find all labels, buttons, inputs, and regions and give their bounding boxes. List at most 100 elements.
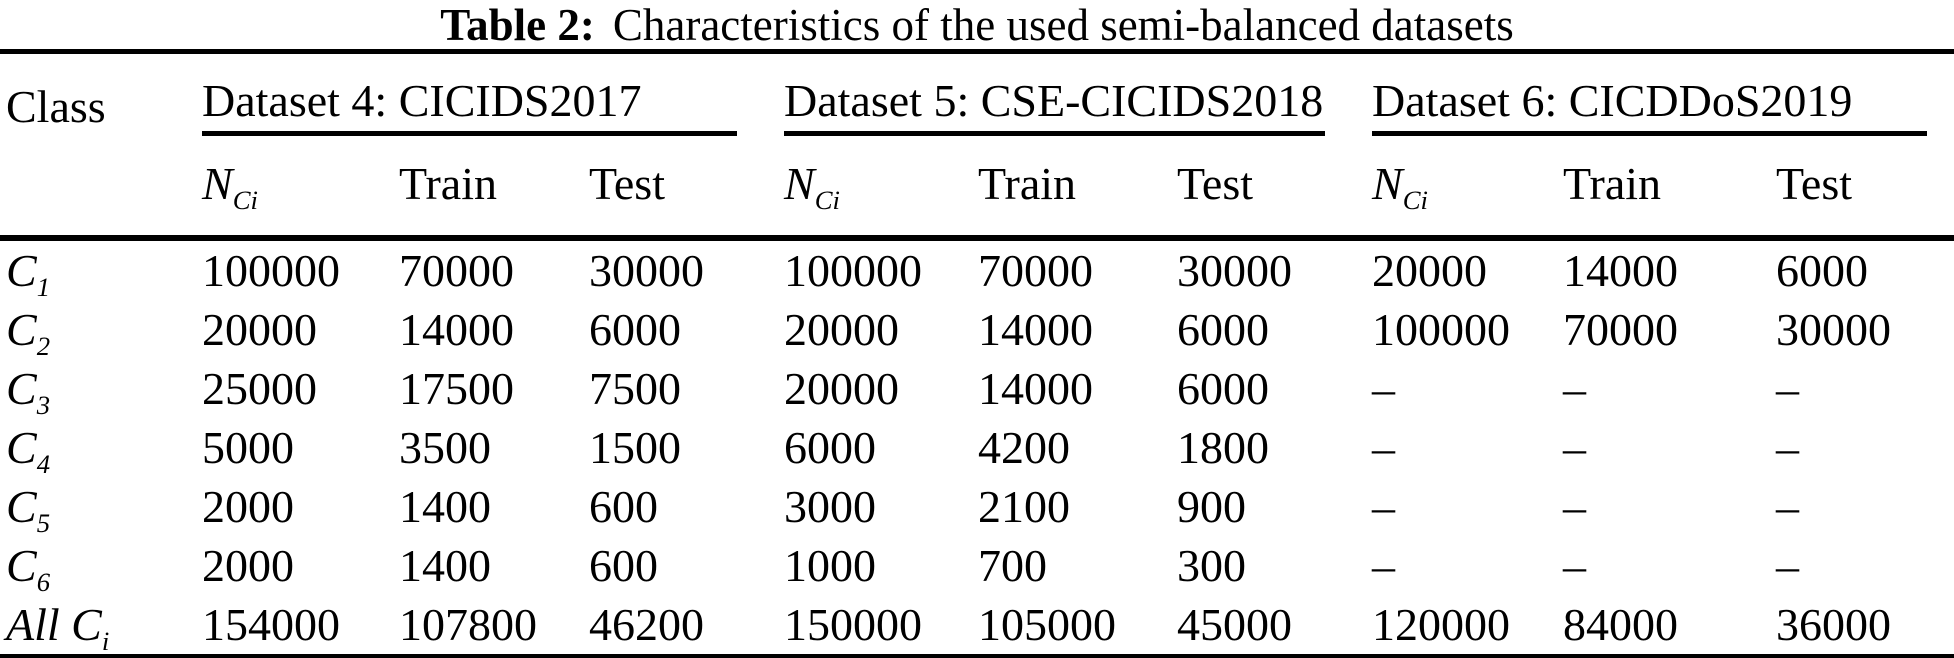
table-cell: 70000 [1563, 304, 1679, 355]
row-label: All Ci [6, 599, 110, 657]
group-header-dataset6-title: Dataset 6: CICDDoS2019 [1372, 75, 1853, 126]
table-row-c6: C6 2000 1400 600 1000 700 300 – – – [0, 536, 1954, 598]
cmidrule-dataset6 [1372, 131, 1928, 136]
subheader-nci: NCi [784, 136, 978, 238]
row-label: C6 [6, 540, 51, 598]
table-cell: – [1372, 363, 1396, 414]
subheader-row: NCi Train Test NCi Train Test NCi Train … [0, 136, 1954, 238]
table-cell: – [1372, 481, 1396, 532]
table-caption-label: Table 2: [440, 0, 595, 50]
cmidrule-dataset4 [202, 131, 738, 136]
table-cell: 6000 [1177, 363, 1270, 414]
table-cell: – [1776, 540, 1800, 591]
table-cell: 900 [1177, 481, 1247, 532]
table-cell: 3500 [399, 422, 491, 473]
subheader-test: Test [1177, 158, 1254, 209]
table-cell: – [1563, 363, 1587, 414]
table-cell: 6000 [589, 304, 681, 355]
column-header-class: Class [6, 81, 106, 132]
subheader-train: Train [978, 158, 1077, 209]
table-cell: 6000 [784, 422, 877, 473]
table-cell: 100000 [202, 245, 340, 296]
table-cell: 3000 [784, 481, 877, 532]
table-cell: 600 [589, 540, 658, 591]
table-cell: – [1563, 422, 1587, 473]
table-cell: 45000 [1177, 599, 1293, 650]
subheader-train: Train [1563, 158, 1662, 209]
table-cell: 46200 [589, 599, 704, 650]
table-cell: 2000 [202, 481, 294, 532]
table-cell: – [1372, 540, 1396, 591]
subheader-n-symbol: N [1372, 158, 1403, 209]
table-cell: – [1372, 422, 1396, 473]
table-cell: 7500 [589, 363, 681, 414]
table-row-c5: C5 2000 1400 600 3000 2100 900 – – – [0, 477, 1954, 539]
table-row-c4: C4 5000 3500 1500 6000 4200 1800 – – – [0, 418, 1954, 480]
table-cell: 1000 [784, 540, 877, 591]
subheader-n-subscript: Ci [232, 185, 258, 216]
group-header-dataset5: Dataset 5: CSE-CICIDS2018 [784, 52, 1372, 136]
table-row-all: All Ci 154000 107800 46200 150000 105000… [0, 595, 1954, 657]
group-header-dataset5-title: Dataset 5: CSE-CICIDS2018 [784, 75, 1324, 126]
table-row-c1: C1 100000 70000 30000 100000 70000 30000… [0, 238, 1954, 303]
table-cell: – [1563, 540, 1587, 591]
row-label: C4 [6, 422, 51, 480]
table-cell: 30000 [589, 245, 704, 296]
subheader-n-symbol: N [202, 158, 233, 209]
datasets-table: Class Dataset 4: CICIDS2017 Dataset 5: C… [0, 49, 1954, 658]
subheader-n-subscript: Ci [1402, 185, 1428, 216]
cmidrule-dataset5 [784, 131, 1326, 136]
table-cell: 20000 [784, 363, 900, 414]
subheader-n-symbol: N [784, 158, 815, 209]
group-header-dataset6: Dataset 6: CICDDoS2019 [1372, 52, 1954, 136]
row-label: C3 [6, 363, 51, 421]
table-caption: Table 2: Characteristics of the used semi… [0, 0, 1954, 50]
table-cell: 120000 [1372, 599, 1511, 650]
table-cell: 14000 [978, 304, 1094, 355]
table-cell: – [1776, 363, 1800, 414]
table-cell: 25000 [202, 363, 317, 414]
table-cell: 4200 [978, 422, 1071, 473]
table-cell: 100000 [784, 245, 923, 296]
subheader-nci: NCi [202, 136, 399, 238]
group-header-dataset4: Dataset 4: CICIDS2017 [202, 52, 784, 136]
table-cell: 1800 [1177, 422, 1270, 473]
table-cell: 300 [1177, 540, 1247, 591]
subheader-nci: NCi [1372, 136, 1563, 238]
group-header-row: Class Dataset 4: CICIDS2017 Dataset 5: C… [0, 52, 1954, 136]
table-row-c3: C3 25000 17500 7500 20000 14000 6000 – –… [0, 359, 1954, 421]
table-cell: – [1563, 481, 1587, 532]
table-cell: 70000 [978, 245, 1094, 296]
group-header-dataset4-title: Dataset 4: CICIDS2017 [202, 75, 642, 126]
table-cell: 20000 [202, 304, 317, 355]
table-cell: 107800 [399, 599, 537, 650]
subheader-n-subscript: Ci [814, 185, 840, 216]
subheader-test: Test [1776, 158, 1853, 209]
table-cell: 1500 [589, 422, 681, 473]
table-cell: 30000 [1177, 245, 1293, 296]
row-label: C5 [6, 481, 51, 539]
table-cell: 2000 [202, 540, 294, 591]
table-cell: 20000 [784, 304, 900, 355]
table-row-c2: C2 20000 14000 6000 20000 14000 6000 100… [0, 300, 1954, 362]
table-cell: 17500 [399, 363, 514, 414]
table-cell: 14000 [978, 363, 1094, 414]
table-cell: 100000 [1372, 304, 1511, 355]
subheader-train: Train [399, 158, 497, 209]
row-label: C1 [6, 245, 51, 303]
table-caption-text: Characteristics of the used semi-balance… [612, 0, 1514, 50]
table-cell: 150000 [784, 599, 923, 650]
row-label: C2 [6, 304, 51, 362]
table-cell: 1400 [399, 481, 491, 532]
table-cell: 5000 [202, 422, 294, 473]
table-cell: 6000 [1776, 245, 1869, 296]
table-cell: – [1776, 422, 1800, 473]
table-cell: 600 [589, 481, 658, 532]
table-cell: 1400 [399, 540, 491, 591]
table-cell: 700 [978, 540, 1048, 591]
table-cell: 14000 [399, 304, 514, 355]
table-cell: 154000 [202, 599, 340, 650]
table-cell: 14000 [1563, 245, 1679, 296]
table-cell: 70000 [399, 245, 514, 296]
